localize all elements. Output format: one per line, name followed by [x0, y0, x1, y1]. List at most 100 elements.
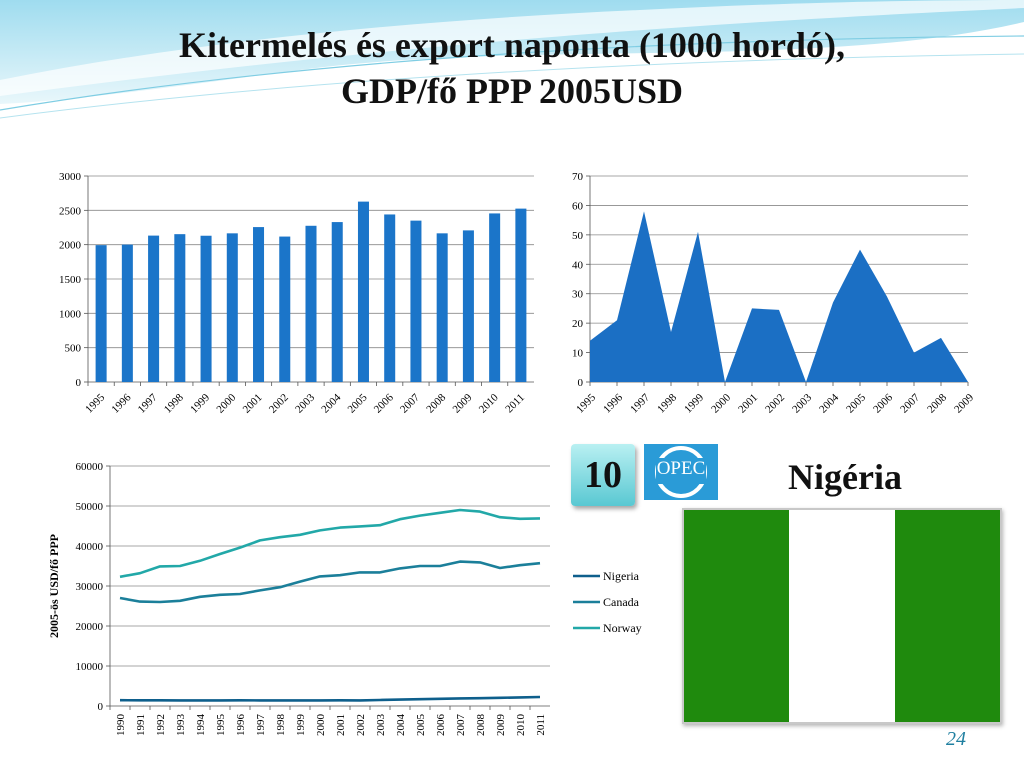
line-chart-xtick-label: 2010	[515, 714, 527, 737]
series-line-nigeria	[119, 695, 541, 702]
line-chart-ytick-label: 30000	[76, 581, 104, 593]
line-chart-xtick-label: 2009	[495, 714, 507, 737]
bar-chart-xtick-label: 2004	[319, 391, 343, 415]
bar-chart-ytick-label: 2000	[59, 240, 82, 252]
legend-label-norway: Norway	[603, 621, 642, 635]
nigeria-flag	[682, 508, 1002, 724]
line-chart-ytick-label: 40000	[76, 541, 104, 553]
opec-label: OPEC	[656, 458, 706, 479]
bar-chart-xtick-label: 1999	[188, 391, 212, 415]
line-chart-ytick-label: 10000	[76, 661, 104, 673]
bar-2000	[226, 233, 238, 382]
bar-2001	[253, 227, 265, 382]
flag-stripe-right	[894, 510, 1000, 722]
area-chart-ytick-label: 50	[572, 230, 584, 242]
line-chart-xtick-label: 2006	[435, 714, 447, 737]
area-chart-xtick-label: 2003	[790, 391, 814, 415]
gdp-line-chart: 0 10000 20000 30000 40000 50000 60000 1990 1991 1…	[47, 461, 642, 737]
area-chart-xtick-label: 2005	[844, 391, 868, 415]
line-chart-ytick-label: 0	[98, 701, 104, 713]
bar-2005	[357, 201, 369, 382]
bar-1998	[174, 234, 186, 382]
area-chart-xtick-label: 2002	[763, 392, 787, 416]
line-chart-xtick-label: 1993	[175, 714, 187, 737]
area-chart-xtick-label: 2008	[925, 391, 949, 415]
area-chart-ytick-label: 30	[572, 289, 584, 301]
bar-chart-xtick-label: 2005	[346, 391, 370, 415]
line-chart-xtick-label: 1992	[155, 714, 167, 736]
line-chart-xtick-label: 1994	[195, 714, 207, 737]
series-line-norway	[119, 508, 541, 579]
area-chart-xtick-label: 2007	[898, 391, 922, 415]
line-chart-xtick-label: 1996	[235, 714, 247, 737]
slide-title: Kitermelés és export naponta (1000 hordó…	[0, 22, 1024, 114]
bar-chart-xtick-label: 2007	[398, 391, 422, 415]
area-chart-xtick-label: 1996	[601, 391, 625, 415]
bar-1995	[95, 245, 107, 382]
legend-label-nigeria: Nigeria	[603, 569, 640, 583]
bar-chart-xtick-label: 1998	[162, 391, 186, 415]
bar-chart-ytick-label: 2500	[59, 205, 82, 217]
series-line-canada	[119, 560, 541, 604]
line-chart-xtick-label: 1990	[115, 714, 127, 737]
line-chart-xtick-label: 1998	[275, 714, 287, 737]
bar-chart-ytick-label: 0	[76, 377, 82, 389]
bar-2003	[305, 225, 317, 382]
line-chart-xtick-label: 2004	[395, 714, 407, 737]
line-chart-xtick-label: 2005	[415, 714, 427, 737]
area-chart-xtick-label: 2009	[952, 391, 976, 415]
line-chart-ytick-label: 20000	[76, 621, 104, 633]
bar-1997	[148, 235, 160, 382]
line-chart-ytick-label: 50000	[76, 501, 104, 513]
bar-2010	[489, 213, 501, 382]
bar-chart-xtick-label: 1995	[83, 391, 107, 415]
bar-chart-xtick-label: 2010	[477, 391, 501, 415]
bar-chart-ytick-label: 500	[65, 343, 82, 355]
bar-2009	[462, 230, 474, 382]
bar-chart-xtick-label: 2002	[267, 392, 291, 416]
line-chart-xtick-label: 1995	[215, 714, 227, 737]
production-bar-chart: 0 500 1000 1500 2000 2500 3000 1995 1996 1997 1998…	[59, 171, 534, 416]
line-chart-ylabel: 2005-ös USD/fő PPP	[47, 534, 61, 638]
bar-1999	[200, 235, 212, 382]
bar-chart-xtick-label: 2003	[293, 391, 317, 415]
area-chart-ytick-label: 10	[572, 348, 584, 360]
line-chart-xtick-label: 2002	[355, 714, 367, 736]
bar-chart-xtick-label: 1997	[136, 391, 160, 415]
bar-chart-xtick-label: 2009	[450, 391, 474, 415]
flag-stripe-left	[684, 510, 790, 722]
bar-chart-xtick-label: 1996	[109, 391, 133, 415]
bar-chart-ytick-label: 1000	[59, 308, 82, 320]
area-chart-xtick-label: 1998	[655, 391, 679, 415]
legend-label-canada: Canada	[603, 595, 640, 609]
area-chart-ytick-label: 60	[572, 200, 584, 212]
bar-chart-xtick-label: 2001	[241, 392, 265, 416]
area-chart-xtick-label: 2000	[709, 391, 733, 415]
flag-stripe-middle	[789, 510, 895, 722]
area-chart-xtick-label: 1999	[682, 391, 706, 415]
line-chart-xtick-label: 1999	[295, 714, 307, 737]
area-chart-xtick-label: 1997	[628, 391, 652, 415]
area-chart-xtick-label: 2006	[871, 391, 895, 415]
area-chart-xtick-label: 2004	[817, 391, 841, 415]
opec-emblem-icon	[655, 446, 707, 498]
line-chart-xtick-label: 1991	[135, 714, 147, 736]
area-chart-ytick-label: 40	[572, 259, 584, 271]
line-chart-xtick-label: 2000	[315, 714, 327, 737]
opec-logo: OPEC	[644, 444, 718, 500]
bar-2007	[410, 220, 422, 382]
line-chart-xtick-label: 2008	[475, 714, 487, 737]
bar-2004	[331, 222, 343, 382]
line-chart-xtick-label: 2007	[455, 714, 467, 737]
bar-1996	[121, 244, 133, 382]
bar-2002	[279, 236, 291, 382]
bar-2008	[436, 233, 448, 382]
line-chart-xtick-label: 1997	[255, 714, 267, 737]
title-line-1: Kitermelés és export naponta (1000 hordó…	[179, 25, 845, 65]
bar-2011	[515, 208, 527, 382]
area-chart-ytick-label: 20	[572, 318, 584, 330]
area-series	[590, 211, 968, 382]
bar-chart-xtick-label: 2006	[372, 391, 396, 415]
